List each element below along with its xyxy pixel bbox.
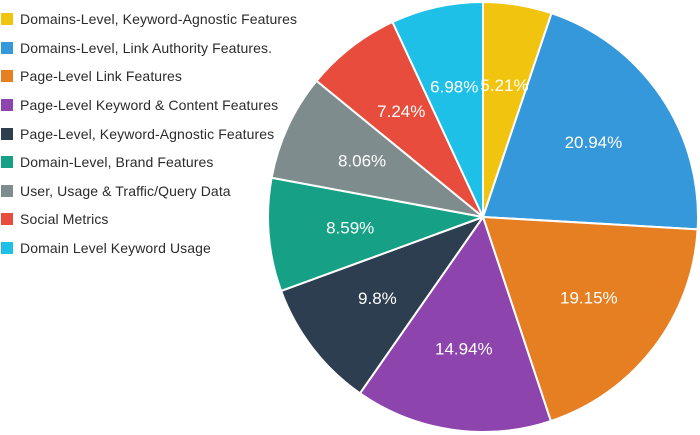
chart-legend: Domains-Level, Keyword-Agnostic Features… [0,5,300,262]
pie-slice [280,216,484,395]
pie-slice [482,12,699,231]
legend-label: User, Usage & Traffic/Query Data [20,182,231,199]
legend-swatch [1,41,13,54]
legend-label: Page-Level Keyword & Content Features [20,97,279,114]
legend-swatch [1,70,13,83]
legend-item: Domain-Level, Brand Features [0,148,300,177]
legend-swatch [1,156,13,169]
slice-value-label: 14.94% [435,339,493,358]
slice-value-label: 5.21% [480,76,528,95]
slice-value-label: 8.59% [326,219,374,238]
legend-swatch [1,242,13,255]
pie-slice [482,216,699,423]
legend-label: Domains-Level, Keyword-Agnostic Features [20,11,298,28]
legend-label: Page-Level, Keyword-Agnostic Features [20,125,275,142]
slice-value-label: 19.15% [560,289,618,308]
slice-value-label: 7.24% [377,102,425,121]
legend-swatch [1,13,13,26]
legend-item: Page-Level Keyword & Content Features [0,91,300,120]
pie-slice [267,176,484,292]
legend-swatch [1,99,13,112]
legend-swatch [1,184,13,197]
pie-slice [391,1,484,218]
slice-value-label: 6.98% [430,77,478,96]
legend-label: Social Metrics [20,211,109,228]
legend-item: Domains-Level, Link Authority Features. [0,34,300,63]
legend-label: Page-Level Link Features [20,68,182,85]
legend-swatch [1,127,13,140]
legend-label: Domain-Level, Brand Features [20,154,214,171]
legend-label: Domain Level Keyword Usage [20,240,211,257]
pie-slice [270,79,484,218]
legend-item: Social Metrics [0,205,300,234]
slice-value-label: 20.94% [565,133,623,152]
legend-item: Page-Level Link Features [0,62,300,91]
slice-value-label: 9.8% [358,289,397,308]
legend-item: User, Usage & Traffic/Query Data [0,177,300,206]
legend-label: Domains-Level, Link Authority Features. [20,39,273,56]
legend-swatch [1,213,13,226]
pie-slice [358,216,552,433]
legend-item: Domains-Level, Keyword-Agnostic Features [0,5,300,34]
legend-item: Page-Level, Keyword-Agnostic Features [0,119,300,148]
legend-item: Domain Level Keyword Usage [0,234,300,263]
slice-value-label: 8.06% [338,151,386,170]
